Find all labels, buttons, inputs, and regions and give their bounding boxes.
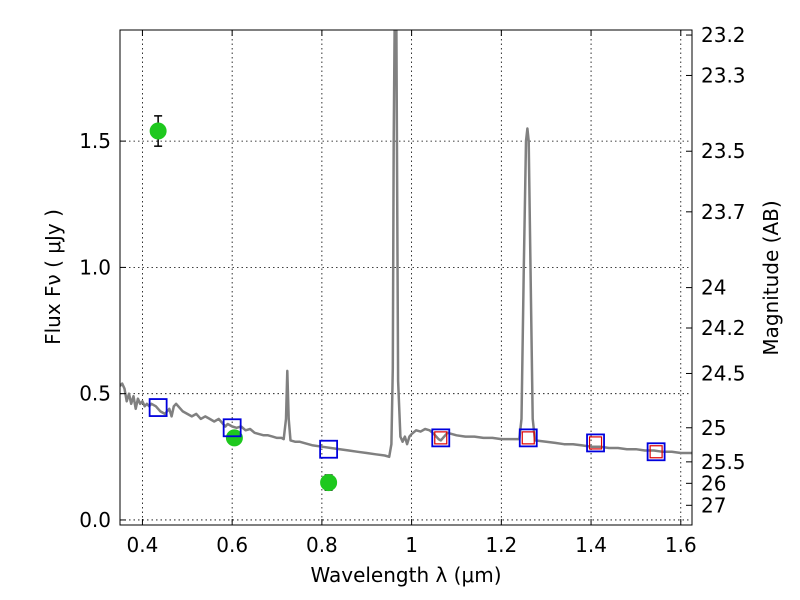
x-tick-label: 1 [405,533,418,557]
model-square [431,428,451,448]
photometry-point [225,429,243,447]
right-tick-label: 25 [701,416,726,440]
right-tick-label: 26 [701,471,726,495]
right-tick-label: 24.2 [701,316,746,340]
photometry-point [149,122,167,140]
right-tick-label: 24 [701,276,726,300]
x-tick-label: 0.4 [127,533,159,557]
model-square-red [649,445,663,459]
right-tick-label: 23.7 [701,200,746,224]
model-square [319,439,339,459]
x-tick-label: 1.2 [485,533,517,557]
plot-background [120,30,692,525]
right-tick-label: 27 [701,493,726,517]
x-tick-label: 1.4 [575,533,607,557]
model-square [148,398,168,417]
model-square [646,442,666,462]
y-tick-label: 0.0 [79,508,111,532]
right-tick-label: 23.5 [701,139,746,163]
y-tick-label: 1.0 [79,255,111,279]
right-tick-label: 25.5 [701,450,746,474]
grid-lines [120,30,692,525]
axis-ticks [120,30,692,525]
x-tick-label: 0.6 [216,533,248,557]
right-tick-label: 23.2 [701,23,746,47]
x-axis-label: Wavelength λ (μm) [310,563,501,587]
photometry-points [149,115,338,492]
x-tick-label: 1.6 [665,533,697,557]
y-tick-label: 0.5 [79,382,111,406]
y-tick-labels: 0.0 0.5 1.0 1.5 [79,129,111,532]
y-tick-label: 1.5 [79,129,111,153]
model-square [518,428,538,448]
spectrum-line [120,30,692,459]
x-tick-label: 0.8 [306,533,338,557]
model-square-red [434,431,448,445]
x-tick-labels: 0.4 0.6 0.8 1 1.2 1.4 1.6 [127,533,697,557]
model-photometry-squares-red [434,431,663,459]
right-tick-label: 23.3 [701,63,746,87]
model-square [222,418,242,438]
model-photometry-squares [148,398,666,462]
model-square-red [588,436,603,450]
plot-frame [119,29,693,526]
model-square [586,433,605,453]
right-axis-label: Magnitude (AB) [759,200,783,355]
photometry-point [320,474,338,492]
right-tick-label: 24.5 [701,361,746,385]
y-axis-label: Flux Fν ( μJy ) [41,209,65,345]
model-square-red [521,431,535,445]
spectrum-series [120,30,692,459]
